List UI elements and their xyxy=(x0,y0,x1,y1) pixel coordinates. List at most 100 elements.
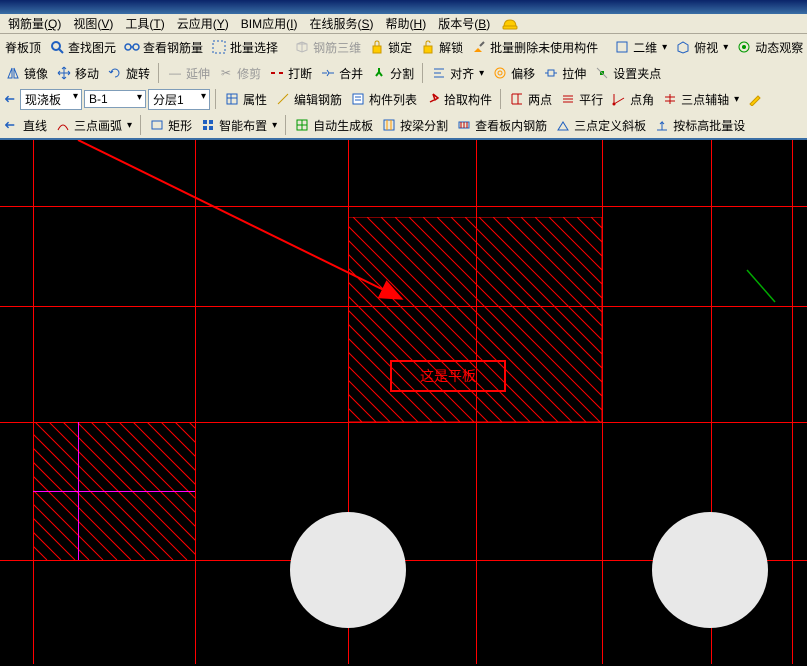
btn-merge[interactable]: 合并 xyxy=(317,63,366,84)
btn-stretch[interactable]: 拉伸 xyxy=(540,63,589,84)
btn-offset[interactable]: 偏移 xyxy=(489,63,538,84)
pick-icon xyxy=(425,91,441,107)
lock-icon xyxy=(369,39,385,55)
btn-rebar-3d: 钢筋三维 xyxy=(291,37,364,58)
btn-unlock[interactable]: 解锁 xyxy=(417,37,466,58)
edit-icon xyxy=(275,91,291,107)
btn-auto-gen[interactable]: 自动生成板 xyxy=(291,115,376,136)
rotate-icon xyxy=(107,65,123,81)
three-aux-icon xyxy=(662,91,678,107)
brush-icon xyxy=(471,39,487,55)
btn-two-point[interactable]: 两点 xyxy=(506,89,555,110)
btn-view-rebar[interactable]: 查看钢筋量 xyxy=(121,37,206,58)
btn-edit-rebar[interactable]: 编辑钢筋 xyxy=(272,89,345,110)
btn-find-element[interactable]: 查找图元 xyxy=(46,37,119,58)
menu-rebar[interactable]: 钢筋量(Q) xyxy=(2,13,67,34)
separator xyxy=(500,89,501,109)
btn-2d[interactable]: 二维▾ xyxy=(611,37,670,58)
property-icon xyxy=(224,91,240,107)
list-icon xyxy=(350,91,366,107)
parallel-icon xyxy=(560,91,576,107)
offset-icon xyxy=(492,65,508,81)
elev-icon xyxy=(654,117,670,133)
btn-view-slab-rebar[interactable]: 查看板内钢筋 xyxy=(453,115,550,136)
btn-roof-top[interactable]: 脊板顶 xyxy=(2,37,44,58)
menu-version[interactable]: 版本号(B) xyxy=(432,13,496,34)
btn-property[interactable]: 属性 xyxy=(221,89,270,110)
btn-orbit[interactable]: 动态观察 xyxy=(733,37,806,58)
separator xyxy=(215,89,216,109)
btn-split[interactable]: 分割 xyxy=(368,63,417,84)
btn-point-angle[interactable]: 点角 xyxy=(608,89,657,110)
smart-icon xyxy=(200,117,216,133)
arc-icon xyxy=(55,117,71,133)
menu-bim[interactable]: BIM应用(I) xyxy=(235,13,304,34)
separator xyxy=(422,63,423,83)
dd-slab-type[interactable]: 现浇板 xyxy=(20,89,82,110)
pencil-icon xyxy=(747,91,763,107)
split-beam-icon xyxy=(381,117,397,133)
btn-rotate[interactable]: 旋转 xyxy=(104,63,153,84)
hardhat-icon[interactable] xyxy=(502,16,518,32)
merge-icon xyxy=(320,65,336,81)
separator xyxy=(285,115,286,135)
back-icon-2[interactable] xyxy=(2,117,18,133)
glasses-icon xyxy=(124,39,140,55)
btn-batch-elev[interactable]: 按标高批量设 xyxy=(651,115,748,136)
drawing-canvas[interactable]: 这是平板 xyxy=(0,138,807,664)
btn-parallel[interactable]: 平行 xyxy=(557,89,606,110)
btn-break[interactable]: 打断 xyxy=(266,63,315,84)
separator xyxy=(140,115,141,135)
select-icon xyxy=(211,39,227,55)
btn-pick[interactable]: 拾取构件 xyxy=(422,89,495,110)
slab-rebar-icon xyxy=(456,117,472,133)
search-icon xyxy=(49,39,65,55)
btn-batch-delete[interactable]: 批量删除未使用构件 xyxy=(468,37,601,58)
btn-align[interactable]: 对齐▾ xyxy=(428,63,487,84)
menubar: 钢筋量(Q) 视图(V) 工具(T) 云应用(Y) BIM应用(I) 在线服务(… xyxy=(0,14,807,34)
toolbar-1: 脊板顶 查找图元 查看钢筋量 批量选择 钢筋三维 锁定 解锁 批量删除未使用构件… xyxy=(0,34,807,60)
btn-more[interactable] xyxy=(744,89,766,109)
btn-lock[interactable]: 锁定 xyxy=(366,37,415,58)
split-icon xyxy=(371,65,387,81)
btn-trim: ✂修剪 xyxy=(215,63,264,84)
btn-rect[interactable]: 矩形 xyxy=(146,115,195,136)
btn-arc[interactable]: 三点画弧▾ xyxy=(52,115,135,136)
rect-icon xyxy=(149,117,165,133)
dd-component[interactable]: B-1 xyxy=(84,90,146,108)
menu-online[interactable]: 在线服务(S) xyxy=(303,13,379,34)
menu-tools[interactable]: 工具(T) xyxy=(119,13,170,34)
move-icon xyxy=(56,65,72,81)
cube-icon xyxy=(294,39,310,55)
slope-icon xyxy=(555,117,571,133)
menu-cloud[interactable]: 云应用(Y) xyxy=(171,13,235,34)
two-point-icon xyxy=(509,91,525,107)
btn-smart[interactable]: 智能布置▾ xyxy=(197,115,280,136)
toolbar-3: 现浇板 B-1 分层1 属性 编辑钢筋 构件列表 拾取构件 两点 平行 点角 三… xyxy=(0,86,807,112)
back-icon[interactable] xyxy=(2,91,18,107)
btn-three-point-slope[interactable]: 三点定义斜板 xyxy=(552,115,649,136)
toolbar-4: 直线 三点画弧▾ 矩形 智能布置▾ 自动生成板 按梁分割 查看板内钢筋 三点定义… xyxy=(0,112,807,138)
gen-icon xyxy=(294,117,310,133)
btn-top-view[interactable]: 俯视▾ xyxy=(672,37,731,58)
topview-icon xyxy=(675,39,691,55)
btn-split-beam[interactable]: 按梁分割 xyxy=(378,115,451,136)
mirror-icon xyxy=(5,65,21,81)
btn-batch-select[interactable]: 批量选择 xyxy=(208,37,281,58)
btn-extend: —延伸 xyxy=(164,63,213,84)
break-icon xyxy=(269,65,285,81)
btn-three-aux[interactable]: 三点辅轴▾ xyxy=(659,89,742,110)
grip-icon xyxy=(594,65,610,81)
btn-grip[interactable]: 设置夹点 xyxy=(591,63,664,84)
btn-component-list[interactable]: 构件列表 xyxy=(347,89,420,110)
menu-help[interactable]: 帮助(H) xyxy=(380,13,433,34)
btn-mirror[interactable]: 镜像 xyxy=(2,63,51,84)
separator xyxy=(158,63,159,83)
menu-view[interactable]: 视图(V) xyxy=(67,13,119,34)
orbit-icon xyxy=(736,39,752,55)
btn-line[interactable]: 直线 xyxy=(20,115,50,136)
2d-icon xyxy=(614,39,630,55)
btn-move[interactable]: 移动 xyxy=(53,63,102,84)
dd-layer[interactable]: 分层1 xyxy=(148,89,210,110)
extend-icon: — xyxy=(167,65,183,81)
